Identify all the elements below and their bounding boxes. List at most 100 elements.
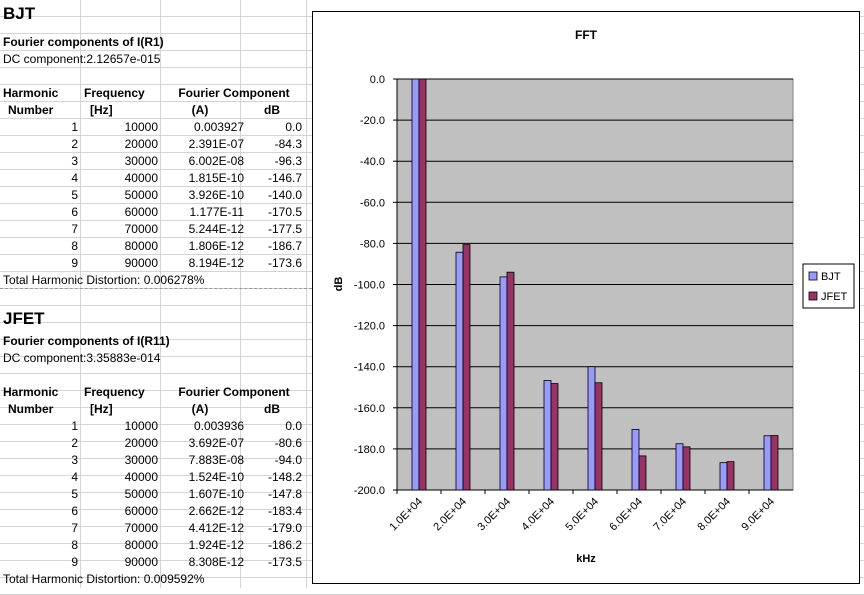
y-tick-label: -20.0 bbox=[360, 115, 385, 127]
harmonic-number-cell: 6 bbox=[71, 504, 78, 518]
fourier-a-cell: 5.244E-12 bbox=[188, 222, 244, 236]
x-tick-label: 9.0E+04 bbox=[739, 496, 777, 534]
fourier-a-cell: 1.924E-12 bbox=[188, 538, 244, 552]
harmonic-number-cell: 8 bbox=[71, 538, 78, 552]
harmonic-number-cell: 9 bbox=[71, 256, 78, 270]
bar-bjt bbox=[543, 380, 552, 491]
jfet-header-fourier: Fourier Component bbox=[178, 385, 290, 399]
x-tick-label: 7.0E+04 bbox=[651, 496, 689, 534]
fourier-db-cell: -186.7 bbox=[267, 239, 302, 253]
jfet-header-frequency: Frequency bbox=[84, 385, 145, 399]
y-tick-label: -40.0 bbox=[360, 156, 385, 168]
fourier-a-cell: 1.815E-10 bbox=[188, 171, 244, 185]
fourier-db-cell: -186.2 bbox=[267, 538, 302, 552]
fourier-a-cell: 6.002E-08 bbox=[188, 154, 244, 168]
y-tick-label: -120.0 bbox=[354, 321, 385, 333]
bjt-dc-component: DC component:2.12657e-015 bbox=[3, 52, 161, 66]
harmonic-number-cell: 3 bbox=[71, 154, 78, 168]
grid-column-line bbox=[306, 0, 307, 588]
harmonic-number-cell: 5 bbox=[71, 487, 78, 501]
frequency-cell: 60000 bbox=[124, 504, 158, 518]
bjt-header-frequency: Frequency bbox=[84, 86, 145, 100]
harmonic-number-cell: 5 bbox=[71, 188, 78, 202]
frequency-cell: 20000 bbox=[124, 137, 158, 151]
chart-title: FFT bbox=[575, 28, 598, 42]
y-tick-label: -100.0 bbox=[354, 280, 385, 292]
frequency-cell: 60000 bbox=[124, 205, 158, 219]
fourier-db-cell: -80.6 bbox=[274, 436, 302, 450]
harmonic-number-cell: 4 bbox=[71, 470, 78, 484]
fourier-a-cell: 3.926E-10 bbox=[188, 188, 244, 202]
legend-label-jfet: JFET bbox=[821, 291, 848, 303]
frequency-cell: 90000 bbox=[124, 555, 158, 569]
grid-column-line bbox=[160, 0, 161, 588]
fourier-db-cell: -170.5 bbox=[267, 205, 302, 219]
frequency-cell: 80000 bbox=[124, 538, 158, 552]
frequency-cell: 40000 bbox=[124, 171, 158, 185]
fourier-a-cell: 8.308E-12 bbox=[188, 555, 244, 569]
jfet-dc-component: DC component:3.35883e-014 bbox=[3, 351, 161, 365]
fourier-db-cell: -183.4 bbox=[267, 504, 302, 518]
x-tick-label: 1.0E+04 bbox=[387, 496, 425, 534]
x-tick-label: 2.0E+04 bbox=[431, 496, 469, 534]
fourier-a-cell: 4.412E-12 bbox=[188, 521, 244, 535]
frequency-cell: 90000 bbox=[124, 256, 158, 270]
frequency-cell: 50000 bbox=[124, 487, 158, 501]
fourier-db-cell: -177.5 bbox=[267, 222, 302, 236]
x-axis-label: kHz bbox=[576, 553, 596, 565]
frequency-cell: 20000 bbox=[124, 436, 158, 450]
harmonic-number-cell: 6 bbox=[71, 205, 78, 219]
jfet-title: JFET bbox=[3, 309, 45, 328]
bjt-subheader-db: dB bbox=[264, 103, 280, 117]
jfet-subheader-number: Number bbox=[8, 402, 54, 416]
bar-jfet bbox=[682, 446, 691, 491]
bar-bjt bbox=[455, 251, 464, 491]
bjt-subheader-a: (A) bbox=[191, 103, 209, 117]
jfet-subheader-db: dB bbox=[264, 402, 280, 416]
frequency-cell: 50000 bbox=[124, 188, 158, 202]
y-tick-label: -80.0 bbox=[360, 238, 385, 250]
fourier-db-cell: -173.6 bbox=[267, 256, 302, 270]
frequency-cell: 30000 bbox=[124, 453, 158, 467]
x-tick-label: 5.0E+04 bbox=[563, 496, 601, 534]
bjt-header-harmonic: Harmonic bbox=[3, 86, 59, 100]
harmonic-number-cell: 4 bbox=[71, 171, 78, 185]
frequency-cell: 70000 bbox=[124, 222, 158, 236]
bar-bjt bbox=[499, 276, 508, 491]
fourier-db-cell: -96.3 bbox=[274, 154, 302, 168]
y-tick-label: -200.0 bbox=[354, 485, 385, 497]
fourier-a-cell: 0.003936 bbox=[193, 419, 244, 433]
bar-bjt bbox=[631, 428, 640, 491]
harmonic-number-cell: 7 bbox=[71, 222, 78, 236]
bar-jfet bbox=[462, 244, 471, 491]
bar-bjt bbox=[763, 435, 772, 491]
fourier-db-cell: -146.7 bbox=[267, 171, 302, 185]
grid-column-line bbox=[80, 0, 81, 588]
bar-jfet bbox=[638, 455, 647, 491]
harmonic-number-cell: 1 bbox=[71, 419, 78, 433]
jfet-thd: Total Harmonic Distortion: 0.009592% bbox=[3, 572, 205, 586]
fourier-a-cell: 1.806E-12 bbox=[188, 239, 244, 253]
legend-label-bjt: BJT bbox=[821, 271, 841, 283]
bjt-subtitle: Fourier components of I(R1) bbox=[3, 35, 164, 49]
x-tick-label: 6.0E+04 bbox=[607, 496, 645, 534]
y-tick-label: -140.0 bbox=[354, 362, 385, 374]
harmonic-number-cell: 3 bbox=[71, 453, 78, 467]
jfet-header-harmonic: Harmonic bbox=[3, 385, 59, 399]
frequency-cell: 10000 bbox=[124, 120, 158, 134]
bar-jfet bbox=[550, 383, 559, 491]
x-tick-label: 4.0E+04 bbox=[519, 496, 557, 534]
fourier-db-cell: -179.0 bbox=[267, 521, 302, 535]
frequency-cell: 70000 bbox=[124, 521, 158, 535]
legend-box bbox=[802, 263, 855, 309]
frequency-cell: 30000 bbox=[124, 154, 158, 168]
fourier-db-cell: 0.0 bbox=[285, 419, 302, 433]
bar-bjt bbox=[719, 462, 728, 491]
bar-jfet bbox=[726, 461, 735, 491]
frequency-cell: 80000 bbox=[124, 239, 158, 253]
fft-chart[interactable]: FFT 0.0 -20.0 -40.0 -60.0 -80.0 -100.0 -120.0 -1… bbox=[312, 11, 860, 584]
fourier-a-cell: 0.003927 bbox=[193, 120, 244, 134]
bjt-header-fourier: Fourier Component bbox=[178, 86, 290, 100]
bar-bjt bbox=[411, 78, 420, 491]
bjt-subheader-number: Number bbox=[8, 103, 54, 117]
